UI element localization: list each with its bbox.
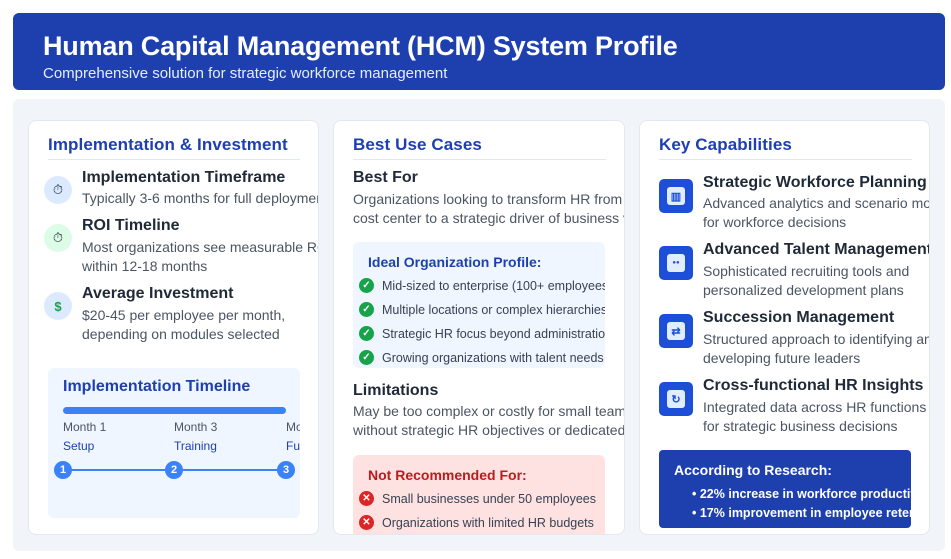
implementation-heading: Implementation & Investment <box>48 135 288 154</box>
list-item: ✓ Mid-sized to enterprise (100+ employees… <box>359 278 605 293</box>
refresh-icon: ↻ <box>659 382 693 416</box>
capability-desc: developing future leaders <box>703 350 861 366</box>
divider <box>659 159 912 160</box>
capability-desc: personalized development plans <box>703 282 904 298</box>
cross-icon: ✕ <box>359 491 374 506</box>
stopwatch-icon: ⏱ <box>44 224 72 252</box>
use-cases-card: Best Use Cases Best For Organizations lo… <box>333 120 625 535</box>
average-investment-title: Average Investment <box>82 285 234 302</box>
milestone-dot: 3 <box>277 461 295 479</box>
implementation-card: Implementation & Investment ⏱ Implementa… <box>28 120 319 535</box>
stopwatch-icon: ⏱ <box>44 176 72 204</box>
limitations-desc-2: without strategic HR objectives or dedic… <box>353 422 625 438</box>
dollar-icon: $ <box>44 292 72 320</box>
implementation-timeframe-desc: Typically 3-6 months for full deployment <box>82 190 319 206</box>
milestone-dot: 1 <box>54 461 72 479</box>
capabilities-heading: Key Capabilities <box>659 135 792 154</box>
research-title: According to Research: <box>674 462 832 478</box>
capability-title: Cross-functional HR Insights <box>703 377 924 394</box>
research-item: • 22% increase in workforce productivity <box>692 487 911 501</box>
capabilities-card: Key Capabilities ▥ Strategic Workforce P… <box>639 120 930 535</box>
implementation-timeline: Implementation Timeline Month 1 Setup Mo… <box>48 368 300 518</box>
divider <box>48 159 300 160</box>
list-item: ✕ Small businesses under 50 employees <box>359 491 596 506</box>
not-recommended-title: Not Recommended For: <box>368 467 527 483</box>
timeline-heading: Implementation Timeline <box>63 378 251 395</box>
check-icon: ✓ <box>359 278 374 293</box>
capability-title: Succession Management <box>703 309 895 326</box>
capability-title: Advanced Talent Management <box>703 241 930 258</box>
ideal-profile-title: Ideal Organization Profile: <box>368 254 542 270</box>
timeline-progress-bar <box>63 407 286 414</box>
cross-icon: ✕ <box>359 515 374 530</box>
milestone-dot: 2 <box>165 461 183 479</box>
bar-chart-icon: ▥ <box>659 179 693 213</box>
content-area: Implementation & Investment ⏱ Implementa… <box>13 99 945 551</box>
use-cases-heading: Best Use Cases <box>353 135 482 154</box>
best-for-desc-1: Organizations looking to transform HR fr… <box>353 191 625 207</box>
not-recommended-box: Not Recommended For: ✕ Small businesses u… <box>353 455 605 534</box>
milestone-month: Month 1 <box>63 420 107 434</box>
check-icon: ✓ <box>359 326 374 341</box>
divider <box>353 159 606 160</box>
capability-desc: for strategic business decisions <box>703 418 898 434</box>
people-icon: ●● <box>659 246 693 280</box>
milestone-label: Setup <box>63 439 95 453</box>
milestone-month: Month 3 <box>174 420 218 434</box>
list-item: ✓ Growing organizations with talent needs <box>359 350 604 365</box>
list-item: ✓ Strategic HR focus beyond administratio… <box>359 326 605 341</box>
capability-desc: Integrated data across HR functions <box>703 399 927 415</box>
list-item: ✓ Multiple locations or complex hierarchi… <box>359 302 605 317</box>
research-item: • 17% improvement in employee retention <box>692 506 911 520</box>
shuffle-icon: ⇄ <box>659 314 693 348</box>
capability-desc: Advanced analytics and scenario modeling <box>703 195 930 211</box>
capability-desc: for workforce decisions <box>703 214 847 230</box>
average-investment-desc-2: depending on modules selected <box>82 326 280 342</box>
best-for-title: Best For <box>353 169 418 186</box>
implementation-timeframe-title: Implementation Timeframe <box>82 169 286 186</box>
roi-timeline-title: ROI Timeline <box>82 217 180 234</box>
capability-desc: Sophisticated recruiting tools and <box>703 263 910 279</box>
check-icon: ✓ <box>359 350 374 365</box>
milestone-label: Full Launch <box>286 439 300 453</box>
ideal-profile-box: Ideal Organization Profile: ✓ Mid-sized t… <box>353 242 605 368</box>
list-item: ✕ Organizations with limited HR budgets <box>359 515 594 530</box>
average-investment-desc-1: $20-45 per employee per month, <box>82 307 286 323</box>
roi-timeline-desc-1: Most organizations see measurable ROI <box>82 239 319 255</box>
capability-title: Strategic Workforce Planning <box>703 174 927 191</box>
page-subtitle: Comprehensive solution for strategic wor… <box>43 65 448 82</box>
milestone-month: Month 6 <box>286 420 300 434</box>
check-icon: ✓ <box>359 302 374 317</box>
page-header: Human Capital Management (HCM) System Pr… <box>13 13 945 90</box>
milestone-label: Training <box>174 439 217 453</box>
limitations-desc-1: May be too complex or costly for small t… <box>353 403 625 419</box>
capability-desc: Structured approach to identifying and <box>703 331 930 347</box>
page-title: Human Capital Management (HCM) System Pr… <box>43 31 678 61</box>
limitations-title: Limitations <box>353 382 439 399</box>
research-box: According to Research: • 22% increase in… <box>659 450 911 528</box>
best-for-desc-2: cost center to a strategic driver of bus… <box>353 210 624 226</box>
roi-timeline-desc-2: within 12-18 months <box>82 258 208 274</box>
